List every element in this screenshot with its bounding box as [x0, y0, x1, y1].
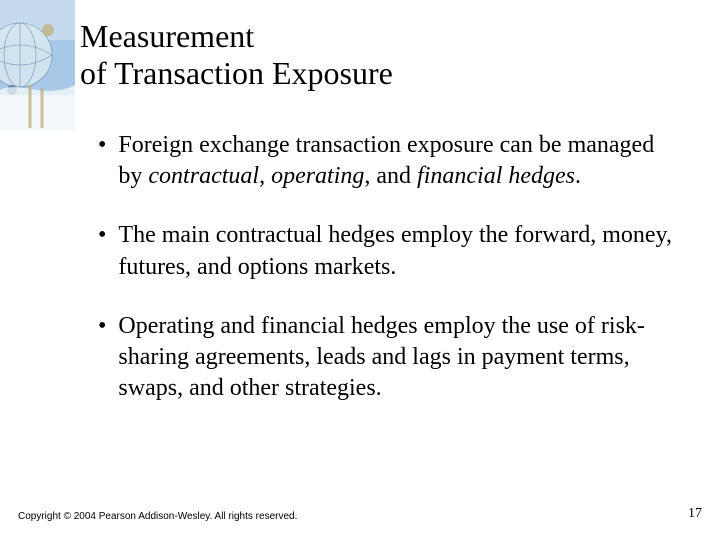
- slide-title: Measurement of Transaction Exposure: [80, 18, 393, 92]
- title-line-1: Measurement: [80, 18, 254, 54]
- bullet-text: Operating and financial hedges employ th…: [118, 311, 680, 405]
- title-line-2: of Transaction Exposure: [80, 55, 393, 91]
- bullet-item: • Operating and financial hedges employ …: [90, 311, 680, 405]
- bullet-item: • The main contractual hedges employ the…: [90, 220, 680, 282]
- italic-text: contractual: [148, 163, 259, 189]
- bullet-text: Foreign exchange transaction exposure ca…: [118, 130, 680, 192]
- copyright-text: Copyright © 2004 Pearson Addison-Wesley.…: [18, 511, 297, 522]
- bullet-marker: •: [98, 130, 106, 161]
- bullet-text: The main contractual hedges employ the f…: [118, 220, 680, 282]
- text-fragment: ,: [259, 163, 271, 189]
- footer: Copyright © 2004 Pearson Addison-Wesley.…: [18, 506, 702, 522]
- page-number: 17: [688, 506, 702, 522]
- text-fragment: , and: [364, 163, 417, 189]
- bullet-marker: •: [98, 220, 106, 251]
- bullet-marker: •: [98, 311, 106, 342]
- bullet-list: • Foreign exchange transaction exposure …: [90, 130, 680, 432]
- italic-text: operating: [271, 163, 364, 189]
- text-fragment: .: [575, 163, 581, 189]
- bullet-item: • Foreign exchange transaction exposure …: [90, 130, 680, 192]
- italic-text: financial hedges: [417, 163, 575, 189]
- decorative-corner-graphic: [0, 0, 75, 130]
